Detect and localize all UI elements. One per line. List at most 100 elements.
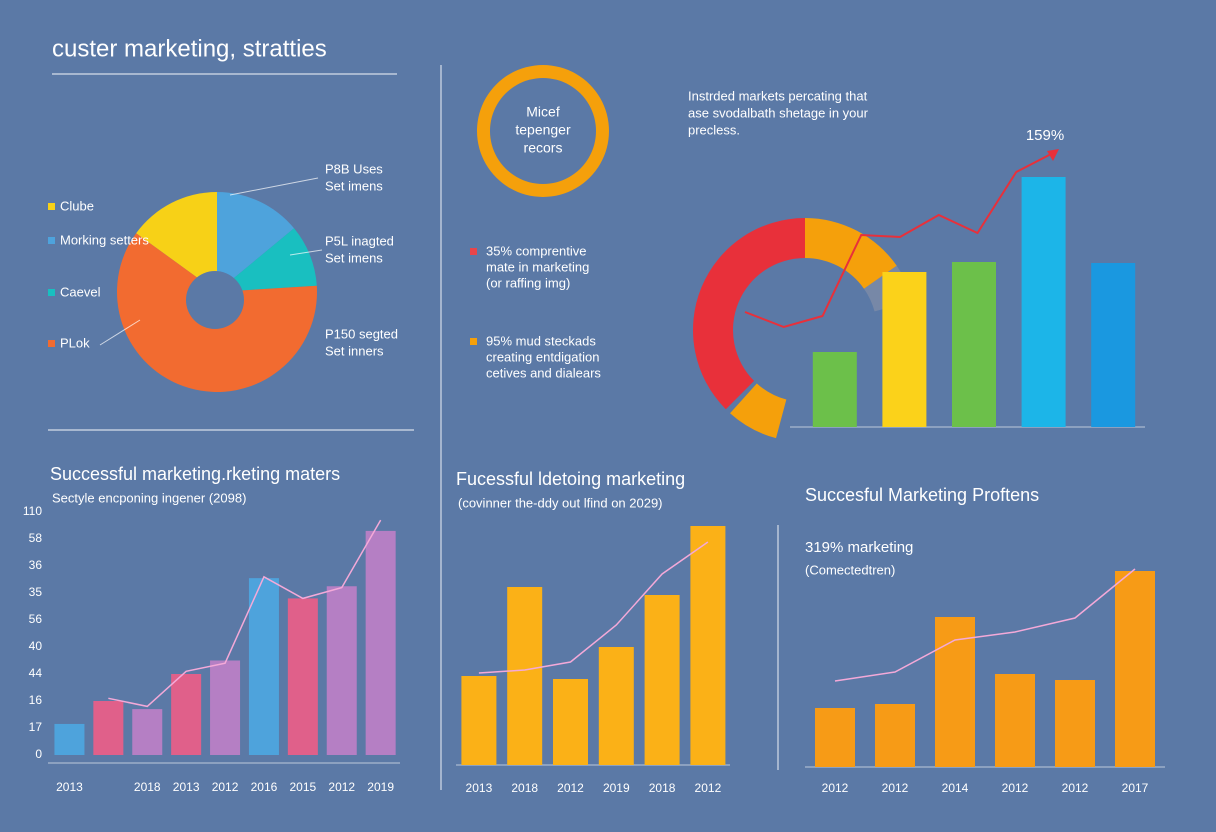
chart-subtitle: (covinner the-ddy out lfind on 2029) bbox=[458, 495, 663, 510]
note-text: cetives and dialears bbox=[486, 365, 601, 380]
bar bbox=[507, 587, 543, 765]
pie-slice bbox=[217, 192, 295, 292]
legend-marker bbox=[48, 340, 55, 347]
leader-line bbox=[289, 249, 323, 256]
note-text: 95% mud steckads bbox=[486, 333, 596, 348]
callout-text: P150 segted bbox=[325, 326, 398, 341]
bar bbox=[171, 674, 202, 755]
note-text: (or raffing img) bbox=[486, 275, 570, 290]
bar bbox=[952, 262, 996, 427]
bar bbox=[461, 676, 497, 765]
chart-title: Successful marketing.rketing maters bbox=[50, 464, 340, 484]
x-tick-label: 2018 bbox=[511, 781, 538, 795]
chart-title: Fucessful ldetoing marketing bbox=[456, 469, 685, 489]
x-tick-label: 2015 bbox=[289, 780, 316, 794]
y-tick-label: 44 bbox=[29, 666, 43, 680]
x-tick-label: 2012 bbox=[212, 780, 239, 794]
bar bbox=[287, 598, 318, 755]
x-tick-label: 2019 bbox=[603, 781, 630, 795]
intro-text: Instrded markets percating that bbox=[688, 88, 868, 103]
intro-text: precless. bbox=[688, 122, 740, 137]
trend-line bbox=[478, 541, 709, 674]
bar bbox=[210, 660, 241, 755]
bar bbox=[132, 709, 163, 755]
bar bbox=[1055, 680, 1095, 767]
annotation: 159% bbox=[1026, 127, 1064, 144]
x-tick-label: 2012 bbox=[328, 780, 355, 794]
bar bbox=[365, 530, 396, 755]
pie-slice bbox=[136, 192, 217, 292]
legend-label: Clube bbox=[60, 198, 94, 213]
donut-arc bbox=[693, 218, 805, 410]
chart-subtitle: 319% marketing bbox=[805, 539, 913, 556]
x-tick-label: 2017 bbox=[1122, 781, 1149, 795]
note-text: 35% comprentive bbox=[486, 243, 586, 258]
note-bullet bbox=[470, 338, 477, 345]
x-tick-label: 2012 bbox=[1062, 781, 1089, 795]
note-text: creating entdigation bbox=[486, 349, 599, 364]
pie-slice bbox=[217, 228, 317, 292]
bar bbox=[644, 595, 680, 765]
callout-text: Set imens bbox=[325, 178, 383, 193]
note-bullet bbox=[470, 248, 477, 255]
bar bbox=[248, 578, 279, 755]
bar bbox=[326, 586, 357, 755]
x-tick-label: 2012 bbox=[695, 781, 722, 795]
legend-marker bbox=[48, 289, 55, 296]
trend-line bbox=[108, 519, 382, 708]
y-tick-label: 17 bbox=[29, 720, 43, 734]
y-tick-label: 56 bbox=[29, 612, 43, 626]
x-tick-label: 2013 bbox=[466, 781, 493, 795]
ring-text: tepenger bbox=[515, 122, 571, 138]
x-tick-label: 2012 bbox=[882, 781, 909, 795]
x-tick-label: 2012 bbox=[1002, 781, 1029, 795]
legend-marker bbox=[48, 237, 55, 244]
trend-line bbox=[834, 568, 1136, 682]
callout-text: P5L inagted bbox=[325, 233, 394, 248]
x-tick-label: 2019 bbox=[367, 780, 394, 794]
donut-arc bbox=[730, 383, 787, 439]
legend-label: Morking setters bbox=[60, 232, 149, 247]
x-tick-label: 2013 bbox=[173, 780, 200, 794]
legend-marker bbox=[48, 203, 55, 210]
callout-text: Set imens bbox=[325, 250, 383, 265]
y-tick-label: 58 bbox=[29, 531, 43, 545]
x-tick-label: 2014 bbox=[942, 781, 969, 795]
callout-text: P8B Uses bbox=[325, 161, 383, 176]
callout-text: Set inners bbox=[325, 343, 384, 358]
bar bbox=[690, 526, 726, 765]
arrow-head bbox=[1047, 149, 1059, 161]
legend-label: PLok bbox=[60, 335, 90, 350]
chart-subtitle: Sectyle encponing ingener (2098) bbox=[52, 490, 246, 505]
chart-note: (Comectedtren) bbox=[805, 562, 895, 577]
bar bbox=[815, 708, 855, 767]
bar bbox=[1091, 263, 1136, 427]
ring-text: Micef bbox=[526, 104, 560, 120]
bar bbox=[598, 647, 634, 765]
trend-line bbox=[744, 151, 1056, 329]
bar bbox=[1021, 177, 1066, 427]
bar bbox=[54, 723, 85, 755]
y-tick-label: 40 bbox=[29, 639, 43, 653]
leader-line bbox=[99, 319, 141, 346]
x-tick-label: 2018 bbox=[649, 781, 676, 795]
pie-hole bbox=[186, 271, 244, 329]
y-tick-label: 35 bbox=[29, 585, 43, 599]
legend-label: Caevel bbox=[60, 284, 101, 299]
x-tick-label: 2016 bbox=[251, 780, 278, 794]
x-tick-label: 2018 bbox=[134, 780, 161, 794]
x-tick-label: 2013 bbox=[56, 780, 83, 794]
y-tick-label: 0 bbox=[35, 747, 42, 761]
bar bbox=[1115, 571, 1155, 767]
note-text: mate in marketing bbox=[486, 259, 589, 274]
x-tick-label: 2012 bbox=[822, 781, 849, 795]
bar bbox=[995, 674, 1035, 767]
y-tick-label: 110 bbox=[23, 504, 42, 518]
donut-arc bbox=[805, 218, 897, 289]
y-tick-label: 36 bbox=[29, 558, 43, 572]
intro-text: ase svodalbath shetage in your bbox=[688, 105, 869, 120]
leader-line bbox=[229, 177, 319, 196]
ring-text: recors bbox=[524, 140, 563, 156]
bar bbox=[882, 272, 927, 427]
